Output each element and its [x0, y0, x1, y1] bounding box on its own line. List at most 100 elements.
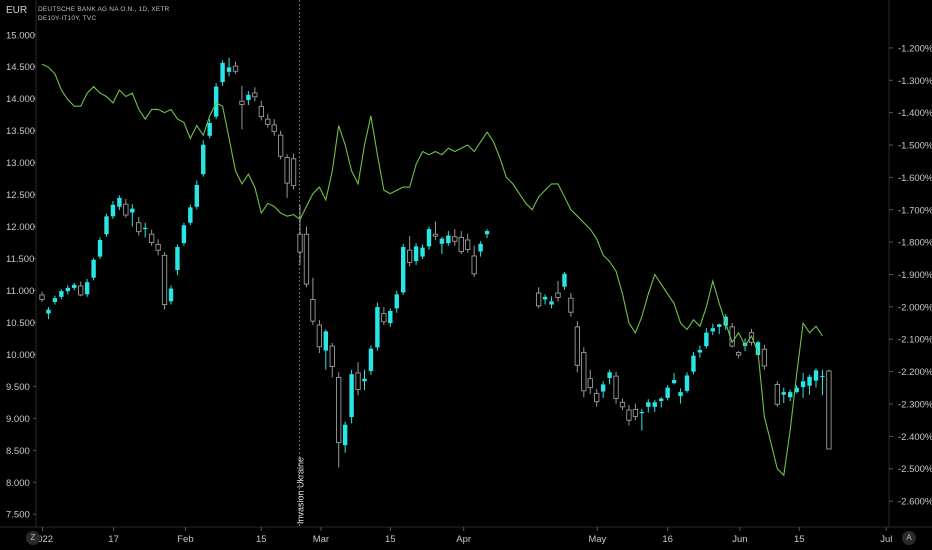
candle-body	[420, 247, 425, 257]
left-tick-label: 12.500	[6, 190, 35, 201]
candle-body	[91, 259, 96, 278]
left-tick-label: 14.500	[6, 62, 35, 73]
right-tick-label: -1.800%	[898, 238, 932, 249]
candle-body	[188, 207, 193, 223]
x-axis: 202217Feb15Mar15AprMay16Jun15Jul18	[32, 527, 892, 545]
left-tick-label: 10.000	[6, 350, 35, 361]
candle-body	[155, 244, 161, 251]
left-tick-label: 11.000	[6, 286, 34, 297]
candle-body	[290, 158, 297, 187]
candle-body	[394, 294, 399, 309]
right-tick-label: -1.700%	[898, 205, 932, 216]
candle-body	[678, 392, 683, 396]
candle-body	[136, 222, 142, 233]
candles	[39, 57, 832, 468]
candle-body	[59, 291, 64, 297]
candle-body	[671, 379, 677, 384]
candle-body	[432, 233, 439, 237]
candle-body	[446, 235, 451, 244]
candle-body	[252, 92, 258, 98]
candle-body	[181, 225, 187, 244]
candle-body	[820, 376, 825, 378]
candle-body	[781, 392, 786, 395]
right-tick-label: -1.900%	[898, 270, 932, 281]
candle-body	[97, 239, 103, 257]
candle-body	[123, 203, 129, 216]
left-tick-label: 9.000	[6, 414, 30, 425]
right-tick-label: -2.400%	[898, 432, 932, 443]
candle-body	[143, 227, 148, 230]
candle-body	[536, 292, 542, 307]
symbol-title: DEUTSCHE BANK AG NA O.N., 1D, XETR	[38, 6, 170, 13]
candle-body	[375, 307, 380, 348]
left-tick-label: 15.000	[6, 30, 35, 41]
candle-body	[413, 246, 419, 262]
candle-body	[194, 185, 199, 207]
candle-body	[613, 375, 619, 399]
candle-body	[323, 331, 328, 351]
candle-body	[717, 324, 722, 327]
candle-body	[774, 383, 780, 405]
candle-body	[574, 326, 581, 366]
candle-body	[72, 284, 77, 288]
candle-body	[568, 297, 574, 313]
x-tick-label: Jun	[732, 534, 747, 545]
candle-body	[148, 233, 155, 243]
candle-body	[607, 372, 612, 379]
candle-body	[794, 387, 799, 393]
candle-body	[278, 134, 284, 157]
candle-body	[226, 67, 232, 72]
x-tick-label: 15	[385, 534, 396, 545]
right-tick-label: -2.300%	[898, 399, 932, 410]
candle-body	[207, 123, 212, 136]
left-tick-label: 12.000	[6, 222, 35, 233]
x-tick-label: 2022	[32, 534, 53, 545]
candle-body	[646, 402, 651, 407]
candle-body	[407, 249, 413, 263]
candle-body	[168, 288, 174, 302]
x-tick-label: May	[588, 534, 606, 545]
right-tick-label: -1.400%	[898, 108, 932, 119]
left-tick-label: 8.500	[6, 446, 30, 457]
candle-body	[735, 352, 742, 356]
right-tick-label: -1.500%	[898, 141, 932, 152]
candle-body	[161, 254, 168, 305]
x-tick-label: Feb	[177, 534, 193, 545]
left-tick-label: 13.000	[6, 158, 35, 169]
candle-body	[555, 292, 561, 298]
candle-body	[587, 378, 593, 389]
event-label: Invasion Ukraine	[295, 457, 305, 524]
left-tick-label: 14.000	[6, 94, 35, 105]
candle-body	[175, 247, 180, 271]
candle-body	[355, 372, 361, 391]
candle-body	[665, 387, 670, 398]
right-tick-label: -2.200%	[898, 367, 932, 378]
candle-body	[342, 424, 348, 446]
candle-body	[78, 285, 84, 296]
x-tick-label: 15	[794, 534, 805, 545]
candle-body	[800, 381, 806, 388]
candle-body	[652, 402, 657, 407]
candle-body	[439, 238, 445, 244]
x-tick-label: 16	[662, 534, 673, 545]
candle-body	[220, 62, 225, 83]
x-tick-label: Apr	[456, 534, 471, 545]
right-tick-label: -2.600%	[898, 497, 932, 508]
event-marker: Invasion Ukraine	[295, 0, 305, 527]
candle-body	[39, 294, 45, 300]
candle-body	[704, 332, 709, 347]
zoom-button[interactable]: Z	[26, 531, 40, 545]
candle-body	[388, 310, 393, 324]
right-tick-label: -2.500%	[898, 464, 932, 475]
candle-body	[232, 65, 239, 72]
candle-body	[458, 236, 464, 252]
spread-line	[41, 63, 823, 477]
right-tick-label: -2.000%	[898, 302, 932, 313]
candle-body	[246, 94, 251, 100]
auto-scale-button[interactable]: A	[902, 531, 916, 545]
candle-body	[362, 378, 367, 382]
candle-body	[52, 298, 58, 302]
right-tick-label: -1.200%	[898, 43, 932, 54]
candle-body	[484, 231, 490, 235]
candle-body	[271, 124, 277, 132]
